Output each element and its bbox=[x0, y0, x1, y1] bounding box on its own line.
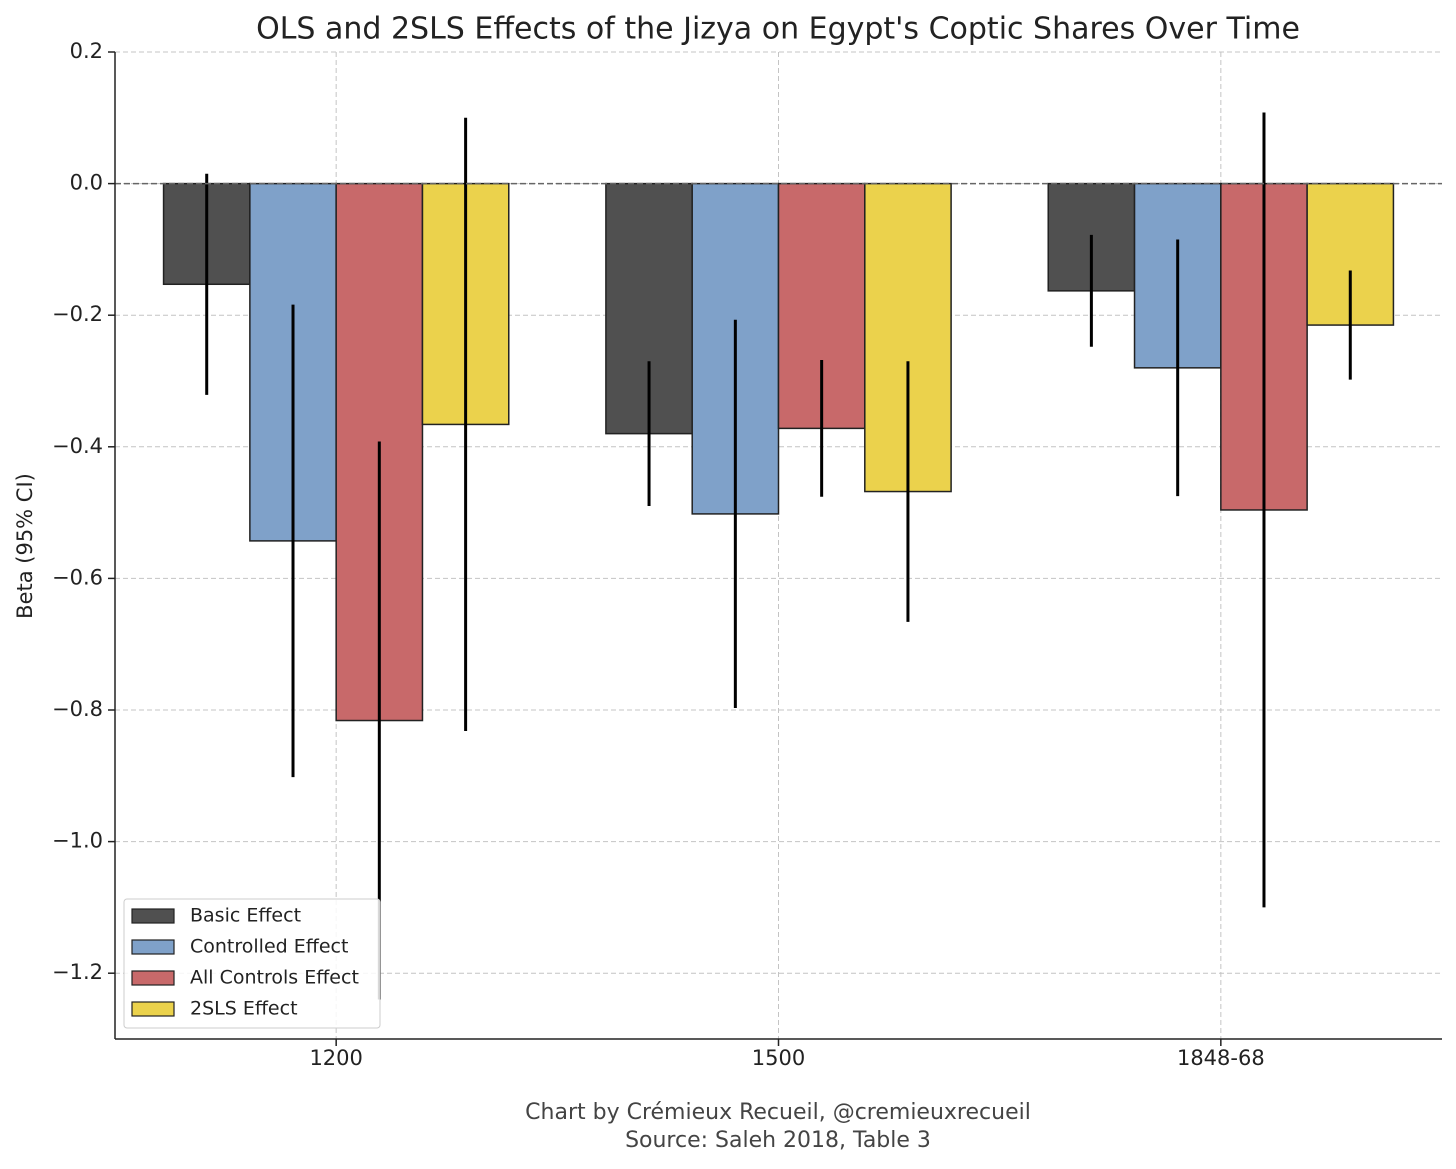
y-tick-label: −1.2 bbox=[52, 960, 103, 984]
legend-swatch bbox=[131, 1001, 175, 1017]
footer-credit: Chart by Crémieux Recueil, @cremieuxrecu… bbox=[525, 1100, 1031, 1125]
chart-title: OLS and 2SLS Effects of the Jizya on Egy… bbox=[256, 12, 1300, 47]
legend-swatch bbox=[131, 939, 175, 955]
legend-label: Controlled Effect bbox=[190, 936, 348, 958]
legend-swatch bbox=[131, 970, 175, 986]
y-tick-label: −1.0 bbox=[52, 829, 103, 853]
footer-source: Source: Saleh 2018, Table 3 bbox=[625, 1128, 931, 1153]
y-axis-label: Beta (95% CI) bbox=[13, 473, 37, 619]
legend-label: All Controls Effect bbox=[190, 967, 359, 989]
legend-swatch bbox=[131, 908, 175, 924]
legend: Basic Effect Controlled Effect All Control… bbox=[123, 898, 381, 1029]
x-tick-label: 1848-68 bbox=[1177, 1046, 1265, 1070]
x-tick-label: 1500 bbox=[752, 1046, 805, 1070]
legend-box bbox=[123, 898, 381, 1029]
y-tick-label: 0.2 bbox=[70, 39, 103, 63]
legend-label: Basic Effect bbox=[190, 905, 301, 927]
y-tick-label: −0.2 bbox=[52, 302, 103, 326]
legend-label: 2SLS Effect bbox=[190, 998, 298, 1020]
y-tick-label: −0.4 bbox=[52, 434, 103, 458]
x-tick-label: 1200 bbox=[309, 1046, 362, 1070]
y-tick-label: −0.6 bbox=[52, 565, 103, 589]
y-tick-label: 0.0 bbox=[70, 171, 103, 195]
y-tick-label: −0.8 bbox=[52, 697, 103, 721]
